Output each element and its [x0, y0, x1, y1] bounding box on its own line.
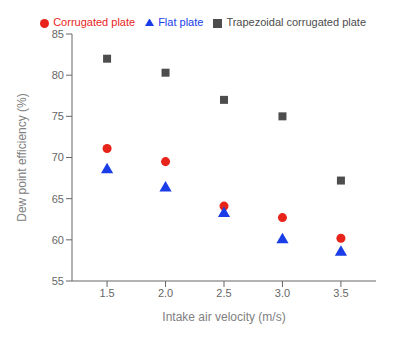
html-text:Flat plate: Flat plate [158, 16, 204, 28]
svg-text:Dew point efficiency (%): Dew point efficiency (%) [15, 93, 29, 222]
svg-text:2.0: 2.0 [158, 287, 173, 299]
svg-text:2.5: 2.5 [216, 287, 231, 299]
svg-text:75: 75 [52, 110, 64, 122]
svg-text:3.5: 3.5 [333, 287, 348, 299]
svg-text:Intake air velocity (m/s): Intake air velocity (m/s) [162, 310, 285, 324]
svg-text:1.5: 1.5 [99, 287, 114, 299]
svg-text:70: 70 [52, 151, 64, 163]
svg-text:65: 65 [52, 193, 64, 205]
html-text:Trapezoidal corrugated plate: Trapezoidal corrugated plate [226, 16, 366, 28]
html-text:Corrugated plate: Corrugated plate [53, 16, 136, 28]
svg-text:60: 60 [52, 234, 64, 246]
svg-text:3.0: 3.0 [275, 287, 290, 299]
svg-text:85: 85 [52, 28, 64, 40]
svg-text:55: 55 [52, 275, 64, 287]
svg-text:80: 80 [52, 69, 64, 81]
